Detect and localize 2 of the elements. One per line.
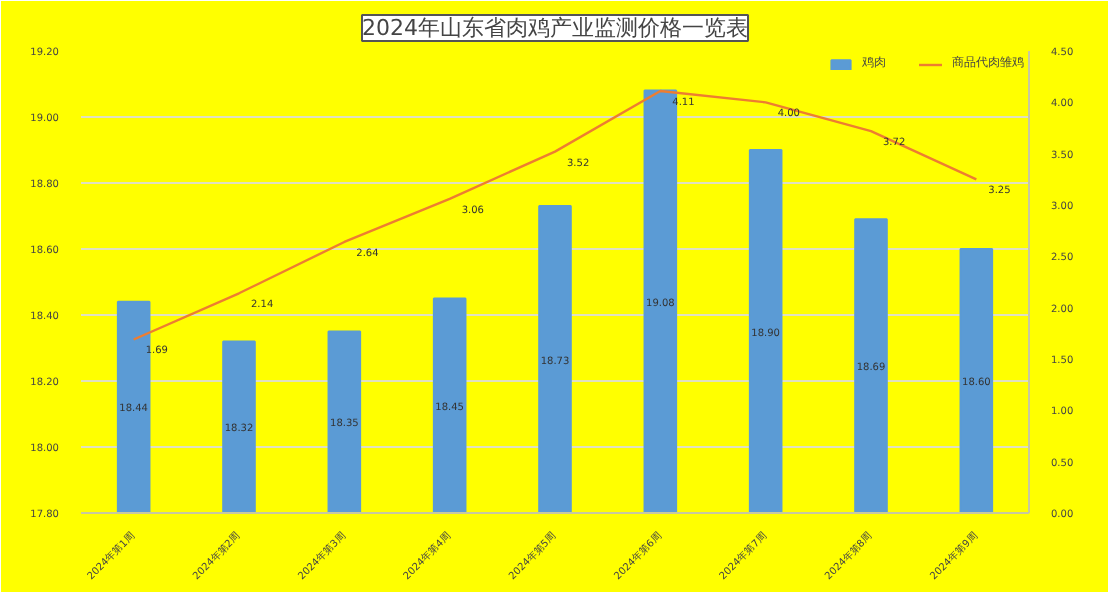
chart-title: 2024年山东省肉鸡产业监测价格一览表 <box>362 15 749 41</box>
line-series <box>132 89 978 341</box>
